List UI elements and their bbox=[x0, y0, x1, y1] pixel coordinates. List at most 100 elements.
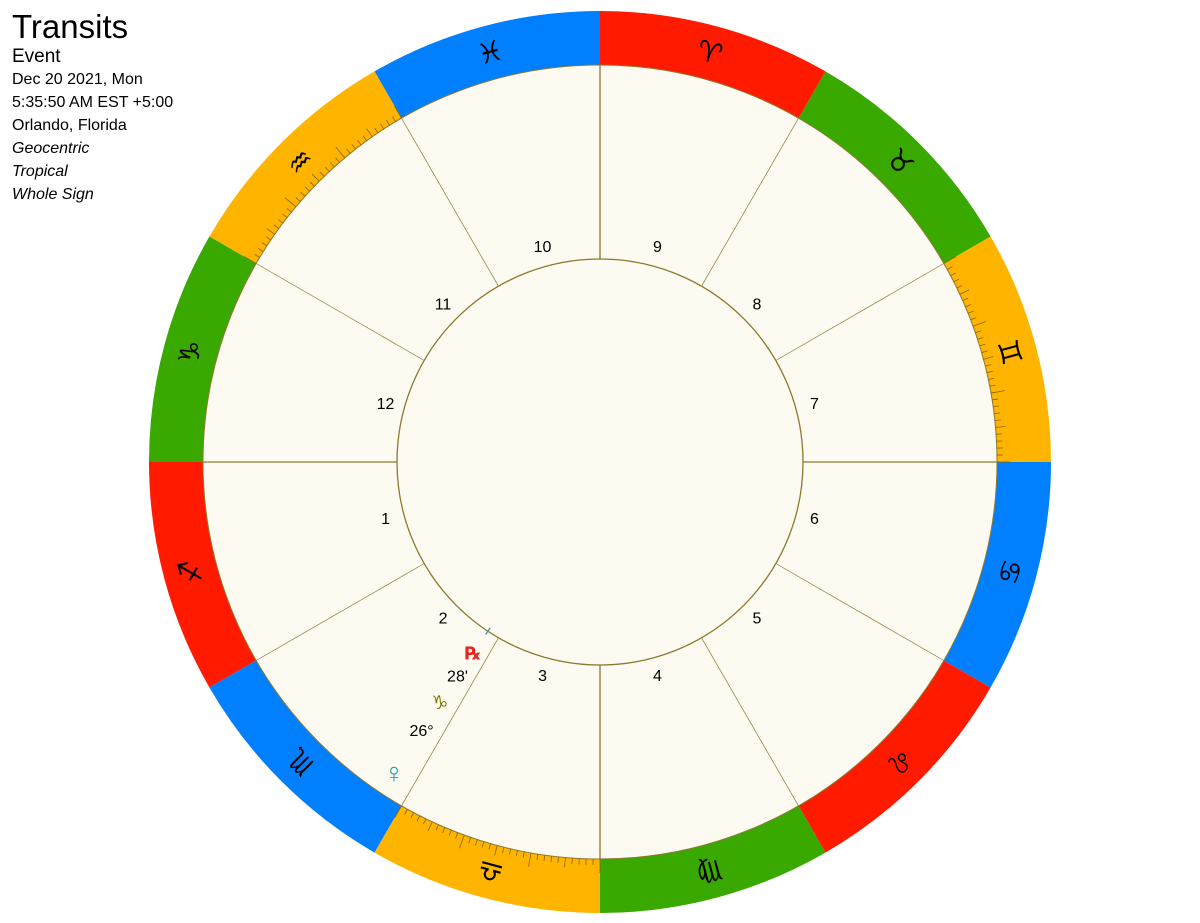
zodiac-label: Tropical bbox=[12, 163, 68, 180]
perspective-label: Geocentric bbox=[12, 140, 90, 157]
degree-tick bbox=[981, 350, 988, 353]
degree-tick bbox=[284, 197, 297, 208]
sign-sector-scorpio bbox=[209, 660, 402, 853]
sign-sector-capricorn bbox=[149, 236, 257, 462]
degree-tick bbox=[943, 256, 957, 264]
degree-tick bbox=[468, 837, 472, 844]
planet-degree: 26° bbox=[409, 723, 433, 740]
degree-tick bbox=[335, 157, 340, 163]
degree-tick bbox=[435, 824, 439, 831]
degree-tick bbox=[953, 278, 960, 283]
degree-tick bbox=[330, 162, 335, 168]
degree-tick bbox=[475, 839, 478, 846]
house-number: 8 bbox=[753, 297, 762, 314]
degree-tick bbox=[265, 236, 272, 241]
house-number: 11 bbox=[435, 297, 452, 314]
degree-tick bbox=[404, 809, 408, 815]
degree-tick bbox=[488, 843, 491, 850]
house-cusp-line bbox=[775, 563, 944, 661]
degree-tick bbox=[380, 123, 385, 130]
degree-tick bbox=[346, 148, 351, 154]
degree-tick bbox=[995, 426, 1006, 428]
degree-tick bbox=[564, 857, 566, 868]
degree-tick bbox=[311, 173, 320, 182]
degree-tick bbox=[536, 854, 539, 861]
venus-glyph-icon: ♀ bbox=[383, 757, 404, 788]
house-cusp-line bbox=[401, 637, 499, 806]
degree-tick bbox=[508, 848, 512, 855]
event-date: Dec 20 2021, Mon bbox=[12, 71, 143, 88]
degree-tick bbox=[515, 850, 518, 857]
degree-tick bbox=[988, 377, 995, 380]
degree-tick bbox=[522, 851, 525, 858]
degree-tick bbox=[956, 284, 963, 289]
degree-tick bbox=[374, 127, 379, 134]
degree-tick bbox=[366, 128, 373, 138]
planet-sign-capricorn-icon: ♑ bbox=[431, 693, 448, 714]
degree-tick bbox=[962, 297, 969, 301]
event-location: Orlando, Florida bbox=[12, 117, 127, 134]
degree-tick bbox=[975, 330, 982, 334]
house-number: 2 bbox=[439, 610, 448, 627]
degree-tick bbox=[543, 855, 546, 862]
degree-tick bbox=[243, 256, 257, 264]
sign-sector-sagittarius bbox=[149, 462, 257, 688]
degree-tick bbox=[304, 186, 310, 192]
degree-tick bbox=[286, 208, 292, 213]
sign-sector-gemini bbox=[943, 236, 1051, 462]
event-time: 5:35:50 AM EST +5:00 bbox=[12, 94, 174, 111]
degree-tick bbox=[459, 834, 465, 849]
inner-circle bbox=[396, 258, 804, 666]
sign-sector-taurus bbox=[798, 71, 991, 264]
degree-tick bbox=[557, 856, 559, 863]
house-number: 12 bbox=[377, 396, 395, 413]
sign-sector-aquarius bbox=[209, 71, 402, 264]
degree-tick bbox=[550, 855, 553, 863]
house-cusp-line bbox=[701, 637, 799, 806]
degree-tick bbox=[295, 197, 301, 202]
house-cusp-line bbox=[701, 118, 799, 287]
degree-tick bbox=[442, 827, 446, 834]
degree-tick bbox=[481, 841, 485, 848]
degree-tick bbox=[965, 304, 972, 308]
house-number: 3 bbox=[538, 668, 547, 685]
degree-tick bbox=[970, 317, 977, 321]
degree-tick bbox=[427, 821, 433, 832]
degree-tick bbox=[357, 139, 362, 146]
degree-tick bbox=[993, 412, 1001, 415]
house-number: 1 bbox=[381, 511, 390, 528]
degree-tick bbox=[324, 166, 330, 172]
degree-tick bbox=[273, 224, 280, 229]
planet-minute: 28' bbox=[447, 669, 468, 686]
house-number: 10 bbox=[534, 239, 552, 256]
degree-tick bbox=[277, 219, 284, 224]
house-number: 9 bbox=[653, 239, 662, 256]
degree-tick bbox=[282, 213, 288, 218]
retrograde-icon: ℞ bbox=[465, 644, 481, 664]
degree-tick bbox=[967, 310, 974, 314]
sign-sector-leo bbox=[798, 660, 991, 853]
degree-tick bbox=[351, 144, 356, 150]
degree-tick bbox=[947, 266, 953, 270]
degree-tick bbox=[319, 171, 325, 177]
house-number: 7 bbox=[810, 396, 819, 413]
degree-tick bbox=[992, 398, 999, 401]
degree-tick bbox=[494, 845, 498, 856]
degree-tick bbox=[410, 812, 414, 819]
degree-tick bbox=[309, 181, 315, 187]
degree-tick bbox=[261, 242, 268, 247]
degree-tick bbox=[990, 390, 1005, 394]
planet-position-tick bbox=[485, 627, 491, 635]
degree-tick bbox=[950, 272, 957, 276]
house-cusp-line bbox=[401, 118, 499, 287]
degree-tick bbox=[983, 356, 994, 360]
degree-tick bbox=[335, 146, 346, 159]
degree-tick bbox=[994, 419, 1001, 421]
degree-tick bbox=[985, 364, 992, 367]
degree-tick bbox=[392, 116, 396, 122]
degree-tick bbox=[979, 343, 986, 347]
degree-tick bbox=[386, 120, 390, 126]
degree-tick bbox=[362, 135, 367, 142]
degree-tick bbox=[986, 370, 993, 374]
